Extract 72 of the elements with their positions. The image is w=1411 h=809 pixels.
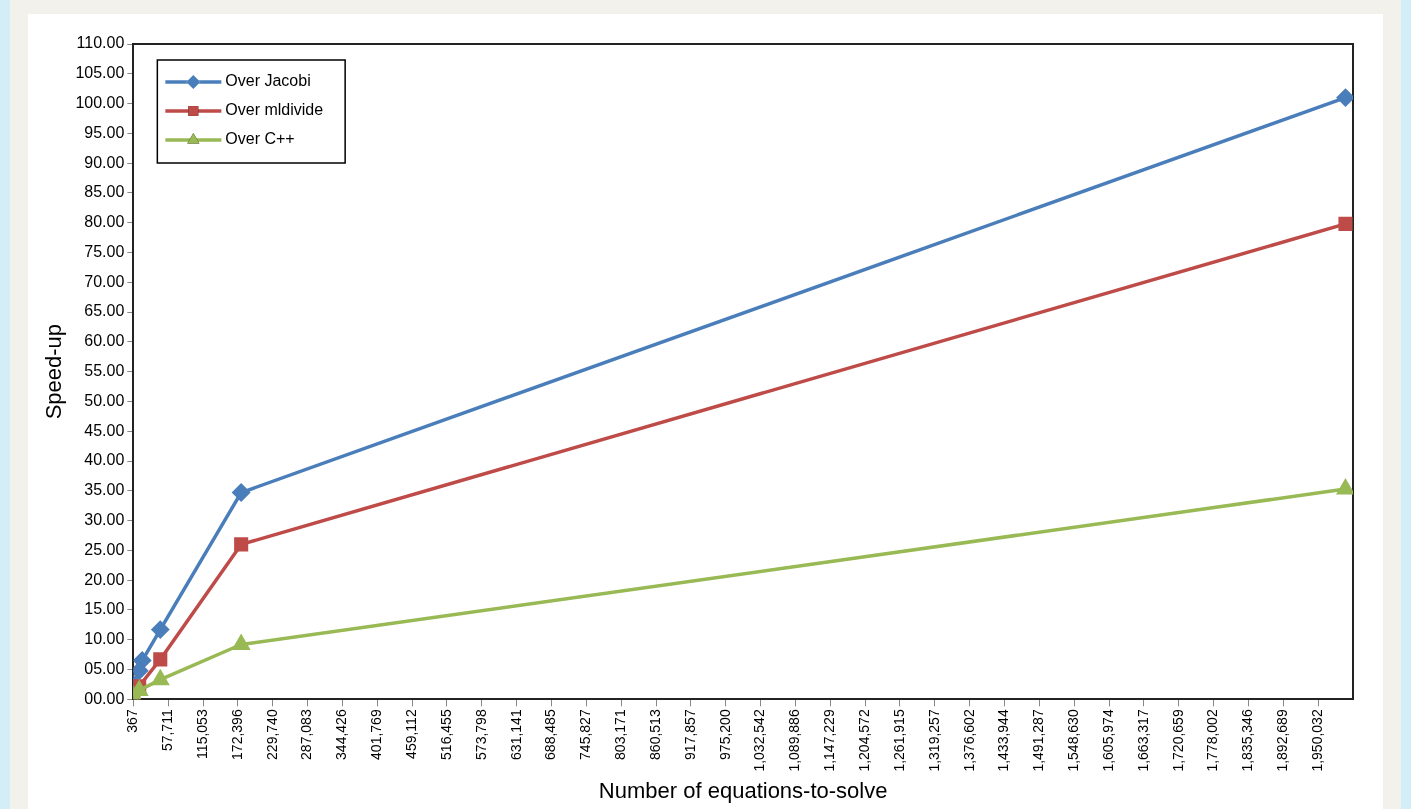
y-tick-label: 85.00: [84, 183, 125, 201]
x-tick-label: 745,827: [577, 709, 594, 760]
x-tick-label: 1,376,602: [960, 709, 977, 772]
x-tick-label: 172,396: [228, 709, 245, 760]
x-tick-label: 1,548,630: [1065, 709, 1082, 772]
point: [153, 652, 168, 667]
x-tick-label: 1,261,915: [890, 709, 907, 772]
y-tick-label: 70.00: [84, 272, 125, 290]
x-tick-label: 1,950,032: [1309, 709, 1326, 772]
y-tick-label: 90.00: [84, 153, 125, 171]
x-tick-label: 367: [124, 709, 141, 733]
y-tick-label: 100.00: [75, 93, 125, 111]
y-tick-label: 75.00: [84, 242, 125, 260]
x-tick-label: 1,491,287: [1030, 709, 1047, 772]
legend-label: Over mldivide: [225, 101, 324, 119]
y-tick-label: 105.00: [75, 64, 125, 82]
y-tick-label: 65.00: [84, 302, 125, 320]
y-tick-label: 55.00: [84, 362, 125, 380]
x-tick-label: 1,720,659: [1169, 709, 1186, 772]
x-axis-title: Number of equations-to-solve: [598, 777, 888, 803]
x-tick-label: 57,711: [159, 709, 176, 752]
y-tick-label: 50.00: [84, 391, 125, 409]
point: [232, 635, 250, 651]
x-tick-label: 1,663,317: [1134, 709, 1151, 772]
point: [151, 620, 170, 639]
x-tick-label: 631,141: [507, 709, 524, 760]
y-tick-label: 35.00: [84, 481, 125, 499]
point: [152, 670, 169, 686]
x-tick-label: 1,892,689: [1274, 709, 1291, 772]
x-tick-label: 287,083: [298, 709, 315, 760]
x-tick-label: 1,778,002: [1204, 709, 1221, 772]
y-tick-label: 60.00: [84, 332, 125, 350]
x-tick-label: 1,605,974: [1099, 709, 1116, 772]
x-tick-label: 917,857: [681, 709, 698, 760]
x-tick-label: 229,740: [263, 709, 280, 760]
point: [232, 483, 250, 502]
x-tick-label: 401,769: [368, 709, 385, 760]
y-tick-label: 15.00: [84, 600, 125, 618]
y-tick-label: 80.00: [84, 213, 125, 231]
x-tick-label: 459,112: [402, 709, 419, 759]
x-tick-label: 573,798: [472, 709, 489, 760]
y-tick-label: 110.00: [76, 34, 125, 52]
x-tick-label: 1,204,572: [856, 709, 872, 772]
point: [1337, 479, 1353, 495]
legend-label: Over Jacobi: [225, 72, 311, 90]
legend-label: Over C++: [225, 130, 295, 148]
x-tick-label: 803,171: [612, 709, 629, 760]
point: [1336, 88, 1353, 107]
y-tick-label: 20.00: [84, 570, 125, 588]
y-tick-label: 25.00: [84, 540, 125, 558]
x-tick-label: 344,426: [333, 709, 350, 760]
x-tick-label: 1,032,542: [751, 709, 768, 772]
y-axis-title: Speed-up: [41, 323, 67, 420]
x-tick-label: 1,319,257: [925, 709, 942, 772]
x-tick-label: 1,433,944: [995, 709, 1012, 772]
y-tick-label: 95.00: [84, 123, 125, 141]
point: [1338, 216, 1353, 231]
x-tick-label: 516,455: [437, 709, 454, 760]
y-tick-label: 10.00: [84, 630, 125, 648]
x-tick-label: 115,053: [193, 709, 210, 759]
point: [234, 537, 249, 552]
y-tick-label: 30.00: [84, 511, 125, 528]
y-tick-label: 00.00: [84, 689, 125, 707]
x-tick-label: 688,485: [542, 709, 559, 760]
x-tick-label: 1,835,346: [1239, 709, 1256, 772]
x-tick-label: 860,513: [646, 709, 663, 760]
y-tick-label: 40.00: [84, 451, 125, 469]
y-tick-label: 45.00: [84, 421, 125, 439]
y-tick-label: 05.00: [84, 659, 125, 677]
x-tick-label: 1,147,229: [821, 709, 838, 772]
x-tick-label: 1,089,886: [786, 709, 803, 772]
x-tick-label: 975,200: [716, 709, 733, 760]
